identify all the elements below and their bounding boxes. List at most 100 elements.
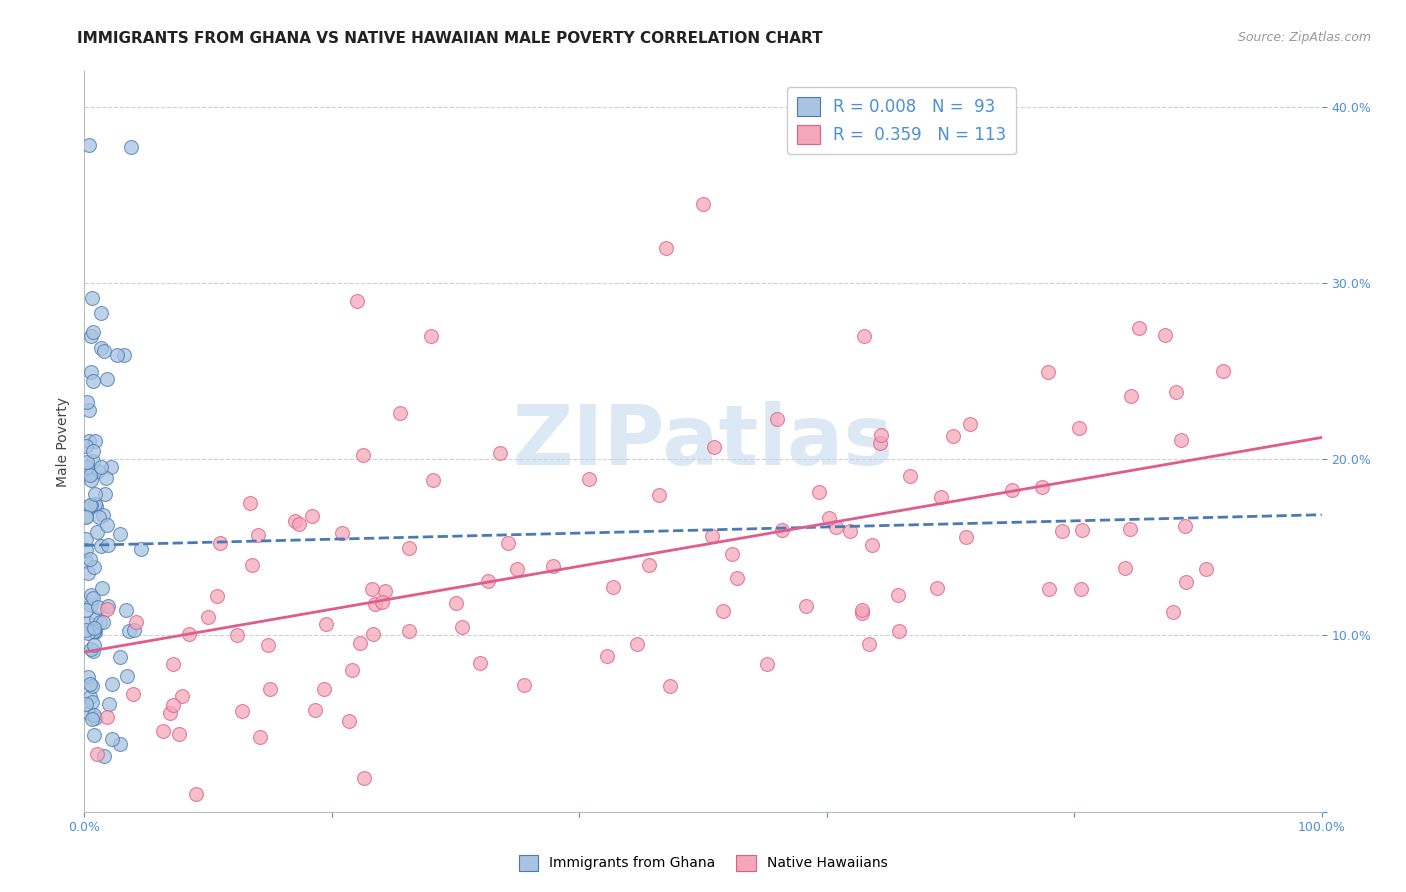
Point [93, 748, 115, 763]
Point [259, 682, 281, 697]
Point [720, 547, 742, 561]
Point [80, 642, 103, 657]
Point [77, 403, 100, 417]
Point [349, 635, 371, 649]
Point [959, 417, 981, 432]
Point [82, 694, 104, 708]
Point [75, 508, 97, 523]
Point [205, 589, 228, 603]
Point [83, 621, 105, 635]
Point [80, 467, 103, 481]
Point [713, 604, 735, 618]
Point [702, 529, 724, 543]
Point [112, 347, 135, 361]
Point [79, 467, 101, 482]
Point [312, 681, 335, 696]
Point [86, 599, 108, 614]
Point [83, 559, 105, 574]
Point [75, 510, 97, 524]
Point [638, 558, 661, 572]
Point [100, 460, 122, 475]
Point [626, 637, 648, 651]
Point [389, 406, 412, 420]
Point [288, 517, 311, 532]
Point [122, 623, 145, 637]
Point [692, 196, 714, 211]
Legend: Immigrants from Ghana, Native Hawaiians: Immigrants from Ghana, Native Hawaiians [513, 849, 893, 876]
Point [89, 615, 111, 629]
Point [249, 730, 271, 744]
Point [79, 329, 101, 343]
Point [90, 539, 112, 553]
Point [1128, 320, 1150, 334]
Point [90, 341, 112, 355]
Point [80, 588, 103, 602]
Point [79, 498, 101, 512]
Point [602, 580, 624, 594]
Point [578, 472, 600, 486]
Point [79, 498, 101, 512]
Point [1050, 524, 1073, 539]
Point [97, 539, 120, 553]
Point [82, 374, 104, 388]
Point [1036, 365, 1059, 379]
Point [117, 669, 139, 683]
Point [337, 714, 360, 729]
Point [858, 636, 880, 650]
Point [159, 706, 181, 720]
Point [725, 571, 748, 585]
Legend: R = 0.008   N =  93, R =  0.359   N = 113: R = 0.008 N = 93, R = 0.359 N = 113 [786, 87, 1017, 154]
Point [121, 687, 143, 701]
Point [84, 497, 107, 511]
Point [1119, 522, 1142, 536]
Y-axis label: Male Poverty: Male Poverty [56, 397, 70, 486]
Point [167, 727, 190, 741]
Point [225, 628, 247, 642]
Point [83, 624, 105, 638]
Point [1067, 420, 1090, 434]
Point [869, 436, 891, 450]
Point [75, 624, 97, 638]
Point [330, 526, 353, 541]
Point [1114, 561, 1136, 575]
Point [1212, 364, 1234, 378]
Point [76, 670, 98, 684]
Point [352, 448, 374, 462]
Point [927, 582, 949, 596]
Point [374, 584, 396, 599]
Point [82, 454, 104, 468]
Point [772, 523, 794, 537]
Point [75, 554, 97, 568]
Point [541, 559, 564, 574]
Point [120, 140, 142, 154]
Text: IMMIGRANTS FROM GHANA VS NATIVE HAWAIIAN MALE POVERTY CORRELATION CHART: IMMIGRANTS FROM GHANA VS NATIVE HAWAIIAN… [77, 31, 823, 46]
Point [808, 485, 831, 500]
Point [91, 581, 114, 595]
Point [84, 711, 107, 725]
Point [477, 574, 499, 588]
Point [97, 599, 120, 613]
Point [75, 532, 97, 546]
Point [817, 511, 839, 525]
Point [1119, 389, 1142, 403]
Point [1070, 582, 1092, 597]
Point [76, 542, 98, 557]
Point [468, 656, 491, 670]
Point [513, 678, 536, 692]
Point [105, 348, 128, 362]
Point [83, 625, 105, 640]
Point [86, 747, 108, 761]
Point [84, 487, 107, 501]
Point [496, 536, 519, 550]
Point [97, 697, 120, 711]
Point [89, 510, 111, 524]
Point [398, 624, 420, 639]
Point [929, 490, 952, 504]
Point [83, 728, 105, 742]
Point [76, 395, 98, 409]
Point [361, 582, 384, 597]
Point [79, 690, 101, 704]
Point [162, 657, 184, 671]
Point [80, 291, 103, 305]
Point [94, 471, 117, 485]
